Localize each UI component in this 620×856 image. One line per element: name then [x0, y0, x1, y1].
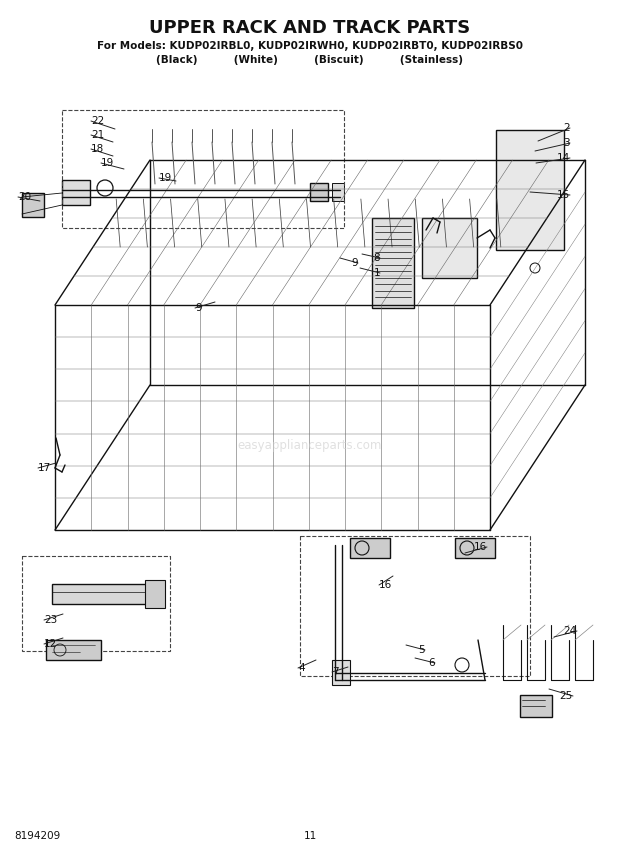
Text: 6: 6: [428, 658, 435, 668]
Bar: [62, 180, 90, 205]
Bar: [332, 660, 350, 685]
Text: 21: 21: [91, 130, 104, 140]
Text: 19: 19: [101, 158, 114, 168]
Text: 15: 15: [557, 190, 570, 200]
Text: 19: 19: [159, 173, 172, 183]
Text: 3: 3: [564, 138, 570, 148]
Text: 4: 4: [298, 663, 304, 673]
Bar: [350, 538, 390, 558]
Text: 9: 9: [352, 258, 358, 268]
Text: 17: 17: [38, 463, 51, 473]
Text: 12: 12: [44, 639, 57, 649]
Text: 8: 8: [373, 253, 380, 263]
Bar: [22, 193, 44, 217]
Text: UPPER RACK AND TRACK PARTS: UPPER RACK AND TRACK PARTS: [149, 19, 471, 37]
Text: For Models: KUDP02IRBL0, KUDP02IRWH0, KUDP02IRBT0, KUDP02IRBS0: For Models: KUDP02IRBL0, KUDP02IRWH0, KU…: [97, 41, 523, 51]
Text: 16: 16: [379, 580, 392, 590]
Text: 25: 25: [560, 691, 573, 701]
Bar: [496, 130, 564, 250]
Text: 24: 24: [564, 626, 577, 636]
Bar: [422, 218, 477, 278]
Bar: [332, 183, 344, 201]
Text: 2: 2: [564, 123, 570, 133]
Text: 14: 14: [557, 153, 570, 163]
Text: 16: 16: [474, 542, 487, 552]
Text: (Black)          (White)          (Biscuit)          (Stainless): (Black) (White) (Biscuit) (Stainless): [156, 55, 464, 65]
Text: 7: 7: [332, 667, 339, 677]
Text: 18: 18: [91, 144, 104, 154]
Text: 5: 5: [418, 645, 425, 655]
Text: 20: 20: [18, 192, 31, 202]
Bar: [145, 580, 165, 608]
Bar: [46, 640, 101, 660]
Text: 1: 1: [373, 268, 380, 278]
Bar: [520, 695, 552, 717]
Text: 22: 22: [91, 116, 104, 126]
Bar: [300, 536, 530, 676]
Text: 23: 23: [44, 615, 57, 625]
Text: easyapplianceparts.com: easyapplianceparts.com: [238, 438, 382, 451]
Bar: [62, 110, 344, 228]
Text: 9: 9: [195, 303, 202, 313]
Bar: [52, 584, 157, 604]
Text: 8194209: 8194209: [14, 831, 60, 841]
Bar: [372, 218, 414, 308]
Bar: [22, 556, 170, 651]
Text: 11: 11: [303, 831, 317, 841]
Bar: [455, 538, 495, 558]
Bar: [310, 183, 328, 201]
